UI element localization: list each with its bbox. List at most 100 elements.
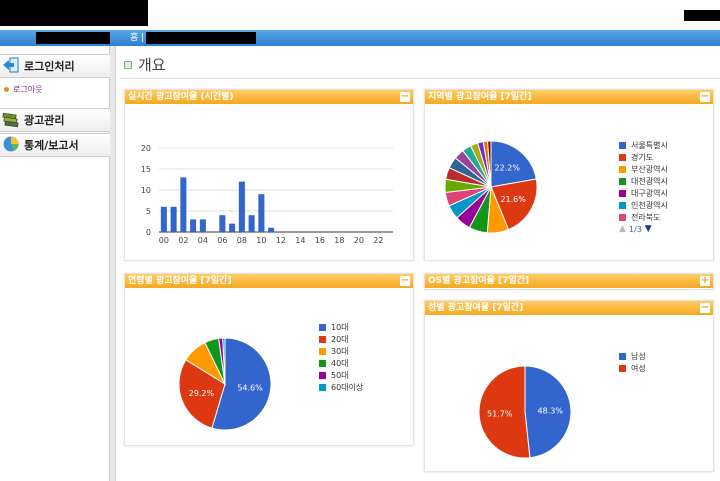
collapse-toggle-icon[interactable]: − xyxy=(400,275,410,286)
legend-label: 대전광역시 xyxy=(631,177,668,186)
collapse-toggle-icon[interactable]: − xyxy=(400,91,410,102)
collapse-toggle-icon[interactable]: − xyxy=(700,302,710,313)
user-info-redacted xyxy=(684,10,720,21)
legend-entry: 여성 xyxy=(619,363,646,374)
legend-swatch xyxy=(619,202,626,209)
panel-gender: 성별 광고참여율 [7일간] − 48.3% 51.7% 남성 여성 xyxy=(424,300,714,472)
legend-swatch xyxy=(619,154,626,161)
legend-entry: 서울특별시 xyxy=(619,140,668,151)
panel-header: OS별 광고참여율 [7일간] + xyxy=(425,274,713,288)
bar xyxy=(170,206,177,232)
x-tick-label: 10 xyxy=(256,236,266,245)
legend-swatch xyxy=(619,190,626,197)
pager-prev-icon[interactable]: ▲ xyxy=(619,224,626,234)
ad-stack-icon xyxy=(2,110,20,131)
legend-swatch xyxy=(319,372,326,379)
sidebar-section-login[interactable]: 로그인처리 xyxy=(0,54,110,78)
bar xyxy=(180,177,187,232)
panel-header: 연령별 광고참여율 [7일간] − xyxy=(125,274,413,288)
legend-pager: ▲ 1/3 ▼ xyxy=(619,224,652,234)
bar xyxy=(219,215,226,232)
pie-data-label: 48.3% xyxy=(538,407,564,416)
region-pie-chart: 22.2% 21.6% xyxy=(444,140,538,234)
sidebar-scrollbar[interactable] xyxy=(110,46,116,481)
panel-header: 지역별 광고참여율 [7일간] − xyxy=(425,90,713,104)
sidebar-section-label: 통계/보고서 xyxy=(24,139,79,152)
nav-home-link[interactable]: 홈 | xyxy=(130,33,145,43)
logo-redacted xyxy=(0,0,148,26)
pie-slice xyxy=(490,178,538,231)
nav-breadcrumb-redacted xyxy=(146,32,256,44)
bar xyxy=(190,219,197,232)
legend-label: 50대 xyxy=(331,371,349,380)
panel-title: OS별 광고참여율 [7일간] xyxy=(428,276,530,286)
age-pie-chart: 54.6% 29.2% xyxy=(178,337,272,431)
pie-slice xyxy=(490,140,537,188)
legend-label: 20대 xyxy=(331,335,349,344)
pie-slice xyxy=(178,359,226,429)
x-tick-label: 18 xyxy=(334,236,344,245)
panel-age: 연령별 광고참여율 [7일간] − 54.6% 29.2% 10대 20대 30대 40… xyxy=(124,273,414,446)
panel-title: 성별 광고참여율 [7일간] xyxy=(428,303,524,313)
pager-label: 1/3 xyxy=(628,224,642,234)
sidebar-section-ad-management[interactable]: 광고관리 xyxy=(0,108,110,132)
panel-os: OS별 광고참여율 [7일간] + xyxy=(424,273,714,290)
legend-entry: 50대 xyxy=(319,370,349,381)
legend-label: 40대 xyxy=(331,359,349,368)
legend-swatch xyxy=(319,384,326,391)
x-tick-label: 06 xyxy=(217,236,227,245)
nav-bar: 홈 | xyxy=(0,30,720,46)
bar xyxy=(238,181,245,232)
x-tick-label: 08 xyxy=(237,236,247,245)
pager-next-icon[interactable]: ▼ xyxy=(644,224,652,234)
legend-label: 남성 xyxy=(631,352,646,361)
pie-data-label: 29.2% xyxy=(189,389,215,398)
pie-data-label: 22.2% xyxy=(495,164,521,173)
nav-site-redacted xyxy=(36,32,110,44)
legend-label: 인천광역시 xyxy=(631,201,668,210)
pie-slice xyxy=(478,365,531,459)
title-divider xyxy=(120,78,720,79)
legend-label: 60대이상 xyxy=(331,383,364,392)
legend-label: 30대 xyxy=(331,347,349,356)
sidebar-section-stats[interactable]: 통계/보고서 xyxy=(0,133,110,157)
pie-slice xyxy=(524,365,572,459)
legend-entry: 경기도 xyxy=(619,152,653,163)
top-bar xyxy=(0,0,720,30)
legend-entry: 20대 xyxy=(319,334,349,345)
legend-entry: 10대 xyxy=(319,322,349,333)
sidebar-item-logout[interactable]: 로그아웃 xyxy=(4,84,42,95)
bar xyxy=(248,215,255,232)
pie-slice xyxy=(222,337,226,385)
pie-data-label: 21.6% xyxy=(500,195,526,204)
collapse-toggle-icon[interactable]: − xyxy=(700,91,710,102)
legend-label: 경기도 xyxy=(631,153,654,162)
bar xyxy=(258,194,265,232)
page-title: 개요 xyxy=(124,54,166,75)
legend-entry: 남성 xyxy=(619,351,646,362)
globe-chart-icon xyxy=(2,135,20,156)
bar xyxy=(229,223,236,232)
pie-slice xyxy=(486,140,492,188)
legend-entry: 부산광역시 xyxy=(619,164,668,175)
login-arrow-icon xyxy=(2,56,20,77)
legend-swatch xyxy=(619,353,626,360)
title-bullet-icon xyxy=(124,60,132,69)
x-tick-label: 22 xyxy=(373,236,383,245)
sidebar-section-label: 로그인처리 xyxy=(24,60,75,73)
x-tick-label: 16 xyxy=(315,236,325,245)
expand-toggle-icon[interactable]: + xyxy=(700,275,710,286)
legend-label: 부산광역시 xyxy=(631,165,668,174)
pie-data-label: 54.6% xyxy=(237,384,263,393)
legend-swatch xyxy=(319,336,326,343)
legend-entry: 30대 xyxy=(319,346,349,357)
x-tick-label: 14 xyxy=(295,236,305,245)
x-tick-label: 02 xyxy=(178,236,188,245)
bar xyxy=(268,227,275,232)
legend-swatch xyxy=(619,166,626,173)
legend-label: 서울특별시 xyxy=(631,141,668,150)
legend-entry: 60대이상 xyxy=(319,382,363,393)
y-tick-label: 20 xyxy=(141,144,151,153)
y-tick-label: 15 xyxy=(141,165,151,174)
